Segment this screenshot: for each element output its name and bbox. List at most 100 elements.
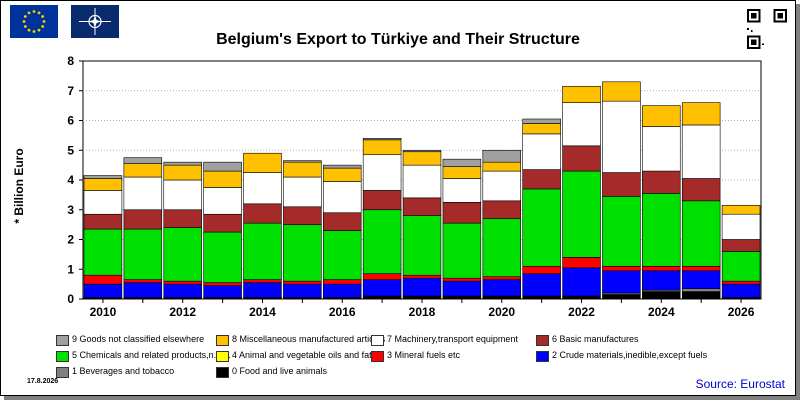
x-tick-label: 2026 — [728, 305, 755, 319]
bar-segment-2017-s8 — [362, 139, 402, 156]
bar-segment-2023-s0 — [602, 294, 641, 300]
y-tick-label: 8 — [67, 54, 74, 68]
bar-segment-2010-s7 — [83, 190, 123, 215]
bar-segment-2011-s8 — [123, 163, 163, 178]
bar-segment-2022-s5 — [562, 170, 601, 258]
bar-segment-2019-s3 — [442, 277, 482, 282]
bar-segment-2017-s9 — [362, 138, 402, 141]
bar-segment-2010-s2 — [83, 283, 123, 298]
y-tick-label: 6 — [67, 114, 74, 128]
bar-segment-2020-s0 — [482, 295, 522, 300]
bar-segment-2012-s6 — [163, 209, 202, 228]
bar-segment-2011-s9 — [123, 157, 163, 164]
bar-segment-2020-s3 — [482, 276, 522, 280]
bar-segment-2014-s5 — [243, 222, 282, 280]
bar-segment-2023-s2 — [602, 270, 641, 294]
bar-segment-2023-s3 — [602, 265, 641, 272]
bar-segment-2018-s9 — [402, 149, 442, 153]
bar-segment-2022-s3 — [562, 257, 601, 269]
bar-segment-2026-s6 — [721, 239, 761, 252]
bar-segment-2018-s8 — [402, 151, 442, 166]
bar-segment-2024-s2 — [642, 270, 681, 291]
bar-segment-2016-s8 — [322, 167, 362, 182]
bar-segment-2017-s5 — [362, 209, 402, 275]
bar-segment-2016-s2 — [322, 283, 362, 298]
qr-code-icon — [747, 9, 787, 49]
date-label: 17.8.2026 — [27, 378, 59, 385]
bar-segment-2020-s9 — [482, 149, 522, 163]
bar-segment-2017-s6 — [362, 190, 402, 211]
bar-segment-2010-s5 — [83, 228, 123, 276]
x-tick-label: 2014 — [249, 305, 276, 319]
bar-segment-2025-s1 — [681, 288, 721, 292]
bar-segment-2026-s5 — [721, 251, 761, 282]
bar-segment-2013-s7 — [203, 187, 242, 215]
bar-segment-2019-s2 — [442, 280, 482, 297]
bar-segment-2023-s7 — [602, 100, 641, 173]
x-tick-label: 2018 — [409, 305, 436, 319]
bar-segment-2011-s2 — [123, 282, 163, 298]
bar-segment-2026-s7 — [721, 213, 761, 240]
bar-segment-2010-s9 — [83, 175, 123, 179]
bar-segment-2019-s9 — [442, 158, 482, 167]
bar-segment-2015-s5 — [283, 224, 322, 282]
bar-segment-2019-s0 — [442, 295, 482, 300]
bar-segment-2014-s8 — [243, 152, 282, 173]
bar-segment-2016-s7 — [322, 181, 362, 214]
bar-segment-2011-s5 — [123, 228, 163, 280]
bar-segment-2018-s7 — [402, 164, 442, 199]
bar-segment-2023-s8 — [602, 81, 641, 102]
y-tick-label: 1 — [67, 262, 74, 276]
bar-segment-2018-s5 — [402, 215, 442, 276]
bar-segment-2024-s0 — [642, 291, 681, 300]
y-tick-label: 4 — [67, 173, 74, 187]
bar-segment-2022-s7 — [562, 102, 601, 147]
bar-segment-2023-s6 — [602, 172, 641, 197]
eu-flag-icon — [10, 5, 58, 38]
bar-segment-2024-s8 — [642, 105, 681, 127]
bar-segment-2026-s2 — [721, 283, 761, 298]
x-tick-label: 2010 — [90, 305, 117, 319]
bar-segment-2025-s0 — [681, 291, 721, 300]
bar-segment-2016-s3 — [322, 279, 362, 285]
bar-segment-2016-s9 — [322, 164, 362, 169]
bar-segment-2017-s0 — [362, 295, 402, 300]
bar-segment-2020-s6 — [482, 200, 522, 219]
bar-segment-2013-s3 — [203, 282, 242, 286]
bar-segment-2010-s8 — [83, 178, 123, 191]
bar-segment-2025-s5 — [681, 200, 721, 267]
bar-segment-2025-s2 — [681, 270, 721, 289]
bar-segment-2013-s5 — [203, 231, 242, 283]
bar-segment-2022-s6 — [562, 145, 601, 172]
bar-segment-2020-s8 — [482, 161, 522, 172]
bar-segment-2024-s5 — [642, 193, 681, 267]
y-tick-label: 0 — [67, 292, 74, 306]
bar-segment-2019-s7 — [442, 178, 482, 203]
bar-segment-2014-s6 — [243, 203, 282, 224]
bar-segment-2012-s9 — [163, 161, 202, 166]
bar-segment-2014-s2 — [243, 282, 282, 298]
bar-segment-2012-s2 — [163, 283, 202, 298]
bar-segment-2021-s0 — [522, 295, 561, 300]
bar-segment-2015-s8 — [283, 161, 322, 178]
x-tick-label: 2012 — [169, 305, 196, 319]
nato-flag-icon — [71, 5, 119, 38]
chart-title: Belgium's Export to Türkiye and Their St… — [216, 31, 580, 48]
bar-segment-2013-s8 — [203, 170, 242, 188]
source-label: Source: Eurostat — [695, 377, 785, 391]
bar-segment-2011-s6 — [123, 209, 163, 230]
bar-segment-2016-s6 — [322, 212, 362, 231]
bar-segment-2014-s3 — [243, 279, 282, 283]
bar-segment-2026-s8 — [721, 204, 761, 215]
bar-segment-2024-s6 — [642, 170, 681, 194]
bar-segment-2020-s5 — [482, 218, 522, 277]
bar-segment-2017-s3 — [362, 273, 402, 280]
bar-segment-2021-s5 — [522, 188, 561, 267]
bar-segment-2022-s0 — [562, 295, 601, 300]
bar-segment-2013-s2 — [203, 285, 242, 298]
bar-segment-2019-s6 — [442, 202, 482, 224]
bar-segment-2021-s7 — [522, 133, 561, 170]
bar-segment-2025-s6 — [681, 178, 721, 202]
bar-segment-2021-s8 — [522, 123, 561, 135]
